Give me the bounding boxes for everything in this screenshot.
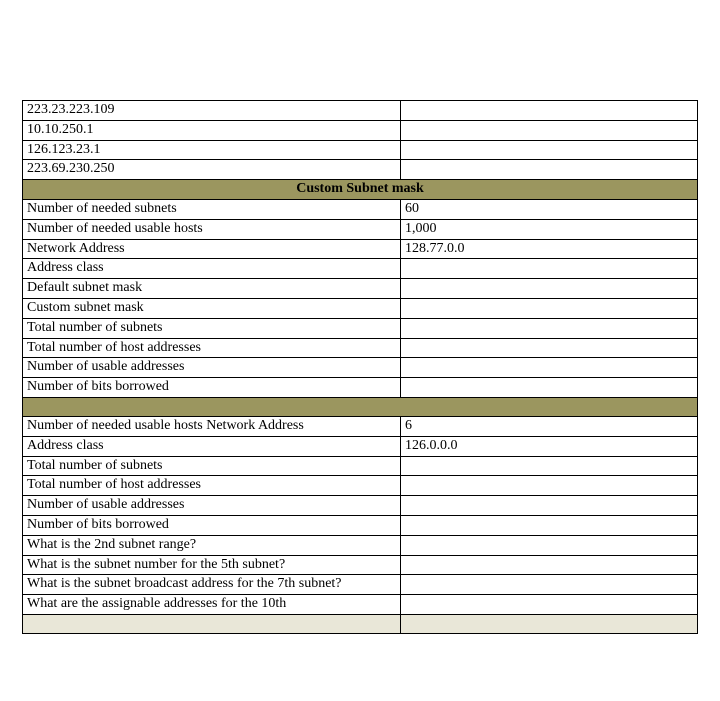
cell-label: 223.69.230.250 <box>23 160 401 180</box>
cell-value <box>401 555 698 575</box>
cell-label: Number of needed usable hosts <box>23 219 401 239</box>
table-row: Custom subnet mask <box>23 298 698 318</box>
table-row: Total number of subnets <box>23 318 698 338</box>
cell-value <box>401 378 698 398</box>
cell-value <box>401 358 698 378</box>
cell-label: Total number of host addresses <box>23 338 401 358</box>
cell-value: 126.0.0.0 <box>401 436 698 456</box>
section1-header-row: Custom Subnet mask <box>23 180 698 200</box>
cell-label: Address class <box>23 259 401 279</box>
cell-value <box>401 279 698 299</box>
table-row: Total number of host addresses <box>23 476 698 496</box>
table-row: Total number of subnets <box>23 456 698 476</box>
cell-value: 6 <box>401 416 698 436</box>
cell-label: Number of needed usable hosts Network Ad… <box>23 416 401 436</box>
cell-value <box>401 338 698 358</box>
cell-value <box>401 259 698 279</box>
cell-label: 126.123.23.1 <box>23 140 401 160</box>
cell-value: 60 <box>401 199 698 219</box>
section1-header: Custom Subnet mask <box>23 180 698 200</box>
table-row: Network Address 128.77.0.0 <box>23 239 698 259</box>
table-row: Number of needed subnets 60 <box>23 199 698 219</box>
cell-value: 128.77.0.0 <box>401 239 698 259</box>
separator-row <box>23 397 698 416</box>
table-row: Number of needed usable hosts Network Ad… <box>23 416 698 436</box>
cell-value <box>401 496 698 516</box>
cell-value <box>401 120 698 140</box>
table-row: 223.69.230.250 <box>23 160 698 180</box>
cell-label: Default subnet mask <box>23 279 401 299</box>
cell-label: Total number of subnets <box>23 318 401 338</box>
cell-label: Network Address <box>23 239 401 259</box>
cell-value <box>401 140 698 160</box>
cell-label: Number of needed subnets <box>23 199 401 219</box>
blank-cell <box>23 614 401 633</box>
cell-value <box>401 476 698 496</box>
cell-value <box>401 318 698 338</box>
table-row: What are the assignable addresses for th… <box>23 595 698 615</box>
blank-row <box>23 614 698 633</box>
table-row: What is the 2nd subnet range? <box>23 535 698 555</box>
table-row: Address class <box>23 259 698 279</box>
cell-value <box>401 101 698 121</box>
table-row: Total number of host addresses <box>23 338 698 358</box>
table-row: 126.123.23.1 <box>23 140 698 160</box>
cell-label: What is the 2nd subnet range? <box>23 535 401 555</box>
cell-label: Total number of subnets <box>23 456 401 476</box>
separator-cell <box>23 397 698 416</box>
cell-label: Number of bits borrowed <box>23 515 401 535</box>
table-row: Default subnet mask <box>23 279 698 299</box>
table-row: Number of needed usable hosts 1,000 <box>23 219 698 239</box>
cell-label: 223.23.223.109 <box>23 101 401 121</box>
cell-value <box>401 160 698 180</box>
cell-value: 1,000 <box>401 219 698 239</box>
cell-label: What is the subnet broadcast address for… <box>23 575 401 595</box>
cell-label: Custom subnet mask <box>23 298 401 318</box>
cell-value <box>401 456 698 476</box>
cell-value <box>401 575 698 595</box>
cell-value <box>401 595 698 615</box>
table-row: What is the subnet number for the 5th su… <box>23 555 698 575</box>
cell-value <box>401 298 698 318</box>
table-row: Number of bits borrowed <box>23 378 698 398</box>
cell-label: What is the subnet number for the 5th su… <box>23 555 401 575</box>
blank-cell <box>401 614 698 633</box>
table-row: 10.10.250.1 <box>23 120 698 140</box>
table-row: Number of bits borrowed <box>23 515 698 535</box>
cell-value <box>401 515 698 535</box>
cell-label: Address class <box>23 436 401 456</box>
page-container: 223.23.223.109 10.10.250.1 126.123.23.1 … <box>0 0 720 634</box>
cell-value <box>401 535 698 555</box>
table-row: Number of usable addresses <box>23 358 698 378</box>
cell-label: Number of usable addresses <box>23 496 401 516</box>
cell-label: Number of bits borrowed <box>23 378 401 398</box>
table-row: Address class 126.0.0.0 <box>23 436 698 456</box>
cell-label: 10.10.250.1 <box>23 120 401 140</box>
table-row: Number of usable addresses <box>23 496 698 516</box>
cell-label: What are the assignable addresses for th… <box>23 595 401 615</box>
worksheet-table: 223.23.223.109 10.10.250.1 126.123.23.1 … <box>22 100 698 634</box>
cell-label: Total number of host addresses <box>23 476 401 496</box>
table-row: What is the subnet broadcast address for… <box>23 575 698 595</box>
table-row: 223.23.223.109 <box>23 101 698 121</box>
cell-label: Number of usable addresses <box>23 358 401 378</box>
